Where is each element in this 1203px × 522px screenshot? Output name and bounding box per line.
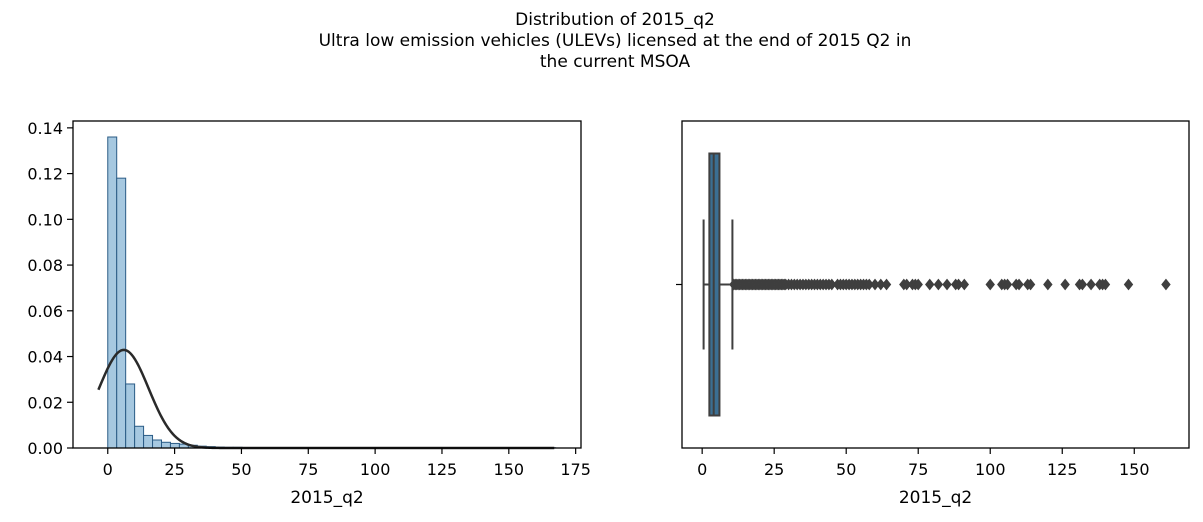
boxplot-x-tick-label: 25	[764, 460, 784, 479]
boxplot-x-tick-label: 150	[1119, 460, 1150, 479]
histogram-bar	[116, 177, 127, 449]
histogram-bar	[152, 439, 162, 449]
boxplot-outlier-point	[1043, 278, 1053, 291]
boxplot-outlier-point	[925, 278, 935, 291]
histogram-x-tick-label: 0	[103, 460, 113, 479]
boxplot-x-tick-label: 100	[975, 460, 1006, 479]
histogram-x-tick-label: 50	[231, 460, 251, 479]
boxplot-outlier-point	[1100, 278, 1111, 291]
histogram-bar	[125, 383, 136, 449]
boxplot-outlier-point	[1060, 278, 1070, 291]
histogram-bar	[143, 434, 154, 449]
histogram-x-tick-label: 25	[164, 460, 184, 479]
boxplot-axes-frame	[681, 120, 1190, 449]
histogram-y-tick-label: 0.08	[27, 256, 63, 275]
boxplot-outlier-point	[942, 278, 952, 291]
boxplot-outlier-point	[1002, 278, 1013, 291]
boxplot-x-tick-label: 50	[836, 460, 856, 479]
boxplot-outliers	[729, 278, 1171, 291]
boxplot-outlier-point	[1123, 278, 1134, 291]
boxplot-outlier-point	[959, 278, 970, 291]
histogram-y-tick-label: 0.04	[27, 348, 63, 367]
histogram-y-tick-label: 0.10	[27, 210, 63, 229]
boxplot-x-tick-label: 0	[697, 460, 707, 479]
boxplot-chart: 0 25 50 75 100 125 150 2015_q2	[676, 120, 1190, 508]
boxplot-outlier-point	[985, 278, 995, 291]
histogram-y-tick-label: 0.00	[27, 439, 63, 458]
histogram-x-ticks: 0 25 50 75 100 125 150 175	[103, 448, 591, 479]
histogram-y-ticks: 0.00 0.02 0.04 0.06 0.08 0.10 0.12 0.14	[27, 119, 73, 458]
boxplot-outlier-point	[881, 278, 892, 291]
histogram-x-tick-label: 75	[298, 460, 318, 479]
histogram-y-tick-label: 0.06	[27, 302, 63, 321]
boxplot-outlier-point	[1025, 278, 1036, 291]
figure-title-line-2: Ultra low emission vehicles (ULEVs) lice…	[318, 31, 912, 51]
histogram-chart: 0 25 50 75 100 125 150 175 0.00 0.02 0.04 0.06 0.08…	[27, 119, 591, 508]
boxplot-outlier-point	[933, 278, 944, 291]
histogram-axes-frame	[72, 120, 582, 449]
figure-title: Distribution of 2015_q2 Ultra low emissi…	[0, 10, 1203, 73]
histogram-y-tick-label: 0.12	[27, 165, 63, 184]
histogram-bars	[107, 136, 557, 449]
figure-title-line-1: Distribution of 2015_q2	[515, 10, 715, 30]
histogram-y-tick-label: 0.14	[27, 119, 63, 138]
kde-curve	[97, 348, 555, 450]
boxplot-outlier-point	[913, 278, 923, 291]
boxplot-x-ticks: 0 25 50 75 100 125 150	[697, 448, 1150, 479]
boxplot-x-axis-label: 2015_q2	[899, 488, 972, 508]
histogram-bar	[134, 425, 145, 449]
histogram-x-tick-label: 150	[494, 460, 525, 479]
figure-title-line-3: the current MSOA	[539, 52, 691, 72]
boxplot-outlier-point	[1161, 278, 1171, 291]
histogram-x-tick-label: 100	[360, 460, 391, 479]
boxplot-x-tick-label: 125	[1047, 460, 1078, 479]
boxplot-outlier-point	[1086, 278, 1096, 291]
histogram-x-axis-label: 2015_q2	[290, 488, 363, 508]
histogram-x-tick-label: 175	[560, 460, 591, 479]
histogram-bar	[107, 136, 118, 449]
histogram-bar	[169, 442, 180, 449]
histogram-bar	[160, 441, 171, 449]
boxplot-outlier-point	[1014, 278, 1024, 291]
histogram-x-tick-label: 125	[427, 460, 458, 479]
boxplot-x-tick-label: 75	[908, 460, 928, 479]
histogram-y-tick-label: 0.02	[27, 393, 63, 412]
boxplot-outlier-point	[1077, 278, 1088, 291]
